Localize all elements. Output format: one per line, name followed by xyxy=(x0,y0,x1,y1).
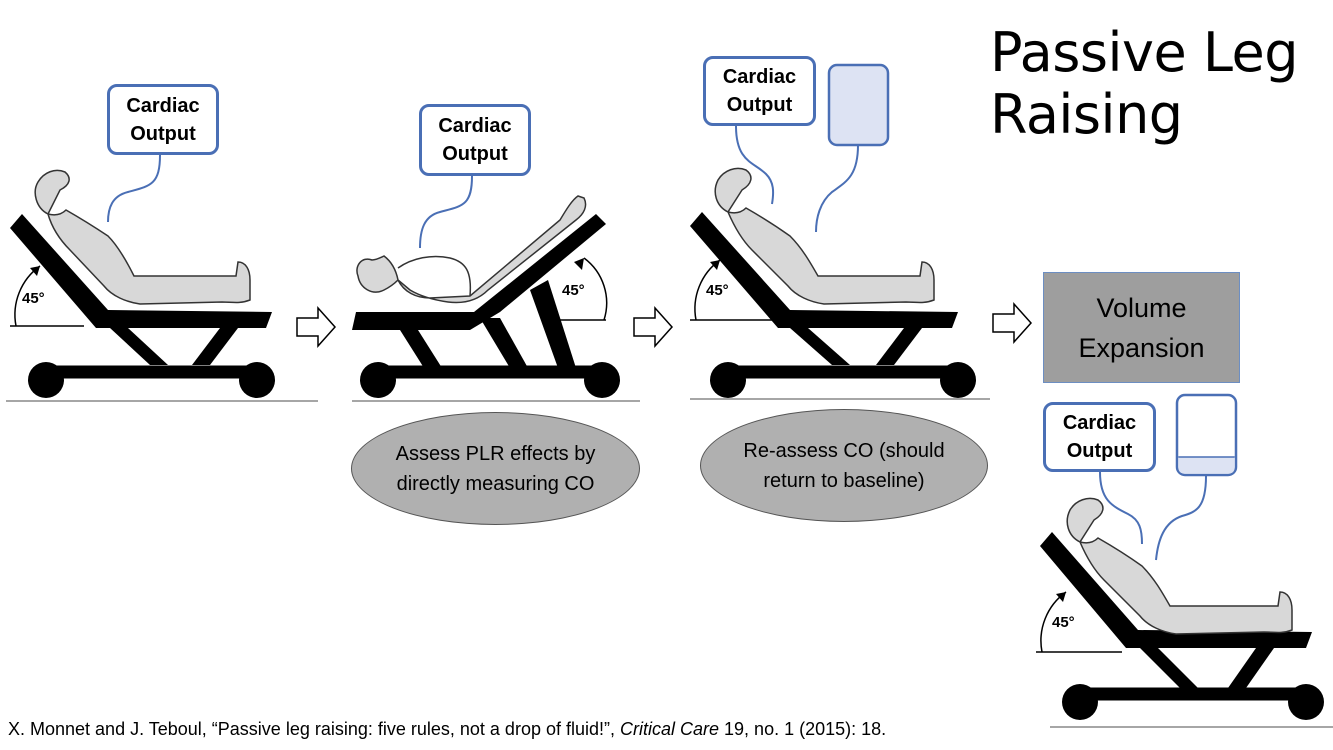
cardiac-output-label: Output xyxy=(130,122,196,145)
step-2-note-line-1: Assess PLR effects by xyxy=(395,442,596,465)
angle-label-3: 45° xyxy=(706,282,729,299)
title-line-1: Passive Leg xyxy=(990,21,1298,84)
volume-expansion-box: Volume Expansion xyxy=(1043,272,1240,383)
iv-bag-empty-icon xyxy=(827,63,890,147)
page-title: Passive Leg Raising xyxy=(990,22,1320,146)
cardiac-output-label: Output xyxy=(1066,440,1133,462)
citation: X. Monnet and J. Teboul, “Passive leg ra… xyxy=(8,719,886,740)
scene-3-bed xyxy=(690,212,990,400)
scene-4-patient xyxy=(1066,497,1293,635)
iv-bag-full-icon xyxy=(1175,393,1238,477)
monitor-lines xyxy=(107,125,1207,561)
cardiac-output-box-2: Cardiac Output xyxy=(419,104,531,176)
scene-4-bed xyxy=(1040,532,1333,728)
scene-1-angle xyxy=(10,265,84,327)
scene-2-angle xyxy=(552,257,608,321)
cardiac-output-label: Output xyxy=(726,94,793,116)
step-3-note-line-2: return to baseline) xyxy=(763,469,925,492)
cardiac-output-box-3: Cardiac Output xyxy=(703,56,816,126)
cardiac-output-box-4: Cardiac Output xyxy=(1043,402,1156,472)
angle-label-2: 45° xyxy=(562,282,585,299)
volume-expansion-line-1: Volume xyxy=(1096,292,1187,323)
cardiac-output-label: Cardiac xyxy=(722,66,797,88)
cardiac-output-label: Cardiac xyxy=(126,94,200,117)
citation-details: 19, no. 1 (2015): 18. xyxy=(719,719,887,739)
volume-expansion-line-2: Expansion xyxy=(1078,332,1205,363)
citation-authors: X. Monnet and J. Teboul, “Passive leg ra… xyxy=(8,719,620,739)
step-3-note-line-1: Re-assess CO (should xyxy=(743,439,945,462)
arrow-right-icon-3 xyxy=(992,302,1033,344)
step-3-note: Re-assess CO (should return to baseline) xyxy=(700,409,988,522)
scene-2-bed xyxy=(352,214,640,402)
scene-1-bed xyxy=(6,214,318,402)
citation-journal: Critical Care xyxy=(620,719,720,739)
angle-label-1: 45° xyxy=(22,290,45,307)
cardiac-output-label: Cardiac xyxy=(1062,412,1137,434)
scene-3-patient xyxy=(714,167,935,305)
scene-1-patient xyxy=(34,169,251,305)
step-2-note: Assess PLR effects by directly measuring… xyxy=(351,412,640,525)
title-line-2: Raising xyxy=(990,83,1183,146)
scene-3-angle xyxy=(690,259,774,321)
angle-label-4: 45° xyxy=(1052,614,1075,631)
scene-4-angle xyxy=(1036,591,1122,653)
cardiac-output-box-1: Cardiac Output xyxy=(107,84,219,155)
scene-2-patient xyxy=(356,195,587,304)
step-2-note-line-2: directly measuring CO xyxy=(396,472,595,495)
arrow-right-icon-2 xyxy=(633,306,674,348)
arrow-right-icon-1 xyxy=(296,306,337,348)
cardiac-output-label: Output xyxy=(442,143,508,165)
cardiac-output-label: Cardiac xyxy=(438,115,512,137)
